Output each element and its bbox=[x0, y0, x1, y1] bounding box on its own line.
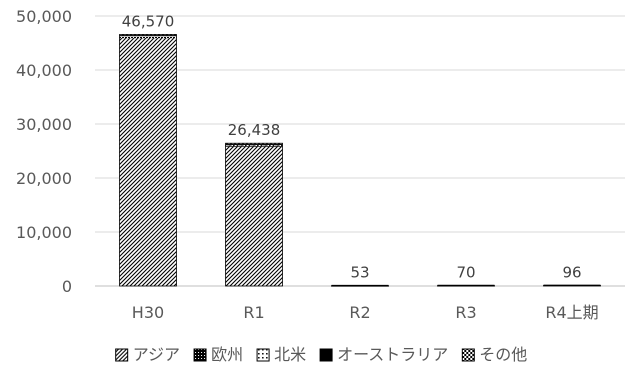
data-label: 46,570 bbox=[122, 13, 175, 31]
legend-label: アジア bbox=[133, 345, 180, 364]
y-tick-label: 40,000 bbox=[16, 61, 72, 80]
x-tick-label: R2 bbox=[349, 303, 370, 322]
legend-item: オーストラリア bbox=[319, 345, 448, 364]
legend-label: 北米 bbox=[274, 345, 306, 364]
data-label: 26,438 bbox=[228, 121, 281, 139]
legend: アジア 欧州 北米 オーストラリア その他 bbox=[115, 345, 527, 364]
bar-segment bbox=[225, 146, 283, 286]
y-tick-label: 0 bbox=[62, 277, 72, 296]
bar-stack bbox=[543, 284, 601, 287]
bar-segment bbox=[225, 144, 283, 146]
x-axis-tick-labels: H30 R1 R2 R3 R4上期 bbox=[132, 303, 599, 322]
legend-item: その他 bbox=[461, 345, 527, 364]
y-tick-label: 30,000 bbox=[16, 115, 72, 134]
x-tick-label: R3 bbox=[455, 303, 476, 322]
data-label: 53 bbox=[350, 264, 369, 282]
total-labels: 46,570 26,438 53 70 96 bbox=[122, 13, 582, 282]
bar-outline bbox=[225, 142, 283, 287]
bar-stack bbox=[331, 284, 389, 287]
legend-item: 北米 bbox=[256, 345, 306, 364]
x-tick-label: R1 bbox=[243, 303, 264, 322]
y-tick-label: 50,000 bbox=[16, 7, 72, 26]
legend-swatch bbox=[256, 348, 270, 362]
gridlines bbox=[95, 15, 625, 287]
legend-label: 欧州 bbox=[211, 345, 243, 364]
legend-item: アジア bbox=[115, 345, 180, 364]
bar-segment bbox=[119, 35, 177, 37]
legend-label: オーストラリア bbox=[337, 345, 448, 364]
bar-stack bbox=[119, 34, 177, 287]
bar-stack bbox=[225, 142, 283, 287]
legend-swatch bbox=[115, 348, 129, 362]
legend-swatch bbox=[461, 348, 475, 362]
bar-outline bbox=[331, 285, 389, 287]
bar-outline bbox=[119, 34, 177, 287]
bars bbox=[119, 34, 601, 287]
legend-swatch bbox=[319, 348, 333, 362]
bar-segment bbox=[119, 38, 177, 286]
legend-item: 欧州 bbox=[193, 345, 243, 364]
y-tick-label: 10,000 bbox=[16, 223, 72, 242]
x-tick-label: H30 bbox=[132, 303, 164, 322]
bar-outline bbox=[543, 285, 601, 287]
y-tick-label: 20,000 bbox=[16, 169, 72, 188]
x-tick-label: R4上期 bbox=[545, 303, 598, 322]
bar-stack bbox=[437, 284, 495, 287]
bar-segment bbox=[119, 36, 177, 39]
data-label: 70 bbox=[456, 264, 475, 282]
bar-segment bbox=[225, 143, 283, 145]
y-axis-tick-labels: 0 10,000 20,000 30,000 40,000 50,000 bbox=[16, 7, 72, 296]
legend-label: その他 bbox=[479, 345, 527, 364]
bar-segment bbox=[119, 35, 177, 37]
bar-segment bbox=[225, 145, 283, 147]
data-label: 96 bbox=[562, 263, 581, 281]
legend-swatch bbox=[193, 348, 207, 362]
bar-outline bbox=[437, 285, 495, 287]
